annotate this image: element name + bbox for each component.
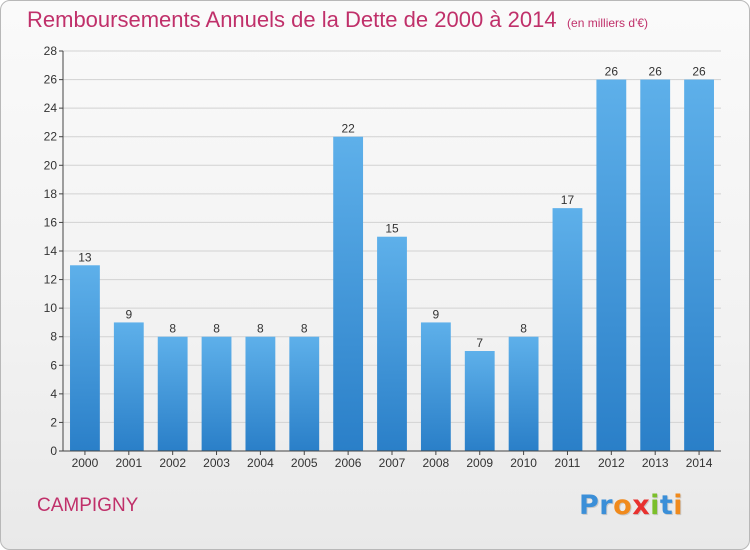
data-label: 7 (476, 336, 483, 350)
data-label: 13 (78, 250, 92, 264)
bar (684, 79, 714, 452)
x-tick-label: 2000 (72, 456, 99, 470)
commune-name: CAMPIGNY (37, 495, 139, 516)
x-tick-label: 2004 (247, 456, 274, 470)
bar (596, 79, 627, 452)
data-label: 8 (520, 322, 527, 336)
y-tick-label: 28 (44, 44, 58, 58)
data-label: 17 (561, 193, 575, 207)
bar (157, 336, 188, 451)
data-label: 22 (341, 122, 355, 136)
logo-letter: i (673, 490, 684, 521)
logo-letter: t (659, 490, 674, 521)
proxiti-logo[interactable]: Proxiti (579, 490, 683, 521)
y-tick-label: 18 (44, 187, 58, 201)
bar-layer: 13 9 8 8 8 8 22 15 9 7 8 17 26 26 26 (70, 65, 714, 452)
y-tick-label: 2 (50, 415, 57, 429)
y-tick-label: 4 (50, 387, 57, 401)
y-tick-label: 24 (44, 101, 58, 115)
logo-letter: x (632, 490, 651, 521)
x-tick-label: 2002 (159, 456, 186, 470)
data-label: 8 (169, 322, 176, 336)
bar (70, 265, 100, 451)
bar (333, 136, 364, 451)
data-label: 8 (213, 322, 220, 336)
data-label: 9 (125, 307, 132, 321)
y-tick-label: 14 (44, 244, 58, 258)
x-tick-label: 2014 (686, 456, 713, 470)
bar (289, 336, 320, 451)
x-tick-label: 2012 (598, 456, 625, 470)
logo-letter: P (579, 490, 600, 521)
bar (640, 79, 671, 452)
y-tick-label: 10 (44, 301, 58, 315)
logo-letter: i (650, 490, 660, 521)
logo-letter: r (599, 490, 614, 521)
y-tick-label: 12 (44, 273, 58, 287)
data-label: 26 (692, 65, 706, 79)
bar (420, 322, 451, 451)
y-tick-label: 0 (50, 444, 57, 458)
x-tick-label: 2001 (115, 456, 142, 470)
bar (245, 336, 276, 451)
title-line: Remboursements Annuels de la Dette de 20… (27, 7, 648, 33)
bar (464, 351, 495, 451)
y-tick-label: 22 (44, 130, 58, 144)
y-tick-label: 16 (44, 215, 58, 229)
bar (552, 208, 583, 451)
x-tick-label: 2013 (642, 456, 669, 470)
bar (201, 336, 232, 451)
y-tick-label: 20 (44, 158, 58, 172)
chart-subtitle: (en milliers d'€) (567, 16, 649, 30)
data-label: 15 (385, 222, 399, 236)
x-tick-label: 2007 (379, 456, 406, 470)
data-label: 26 (605, 65, 619, 79)
chart-title: Remboursements Annuels de la Dette de 20… (27, 7, 557, 32)
y-tick-label: 26 (44, 73, 58, 87)
y-tick-label: 6 (50, 358, 57, 372)
data-label: 9 (433, 307, 440, 321)
data-label: 8 (257, 322, 264, 336)
bar (113, 322, 144, 451)
y-tick-label: 8 (50, 330, 57, 344)
x-tick-label: 2006 (335, 456, 362, 470)
x-tick-label: 2005 (291, 456, 318, 470)
x-tick-label: 2008 (423, 456, 450, 470)
data-label: 8 (301, 322, 308, 336)
x-tick-label: 2009 (466, 456, 493, 470)
bar (508, 336, 539, 451)
x-tick-label: 2011 (555, 456, 581, 470)
x-tick-label: 2010 (510, 456, 537, 470)
bar (377, 236, 407, 451)
logo-letter: o (613, 490, 633, 521)
data-label: 26 (649, 65, 663, 79)
x-tick-label: 2003 (203, 456, 230, 470)
